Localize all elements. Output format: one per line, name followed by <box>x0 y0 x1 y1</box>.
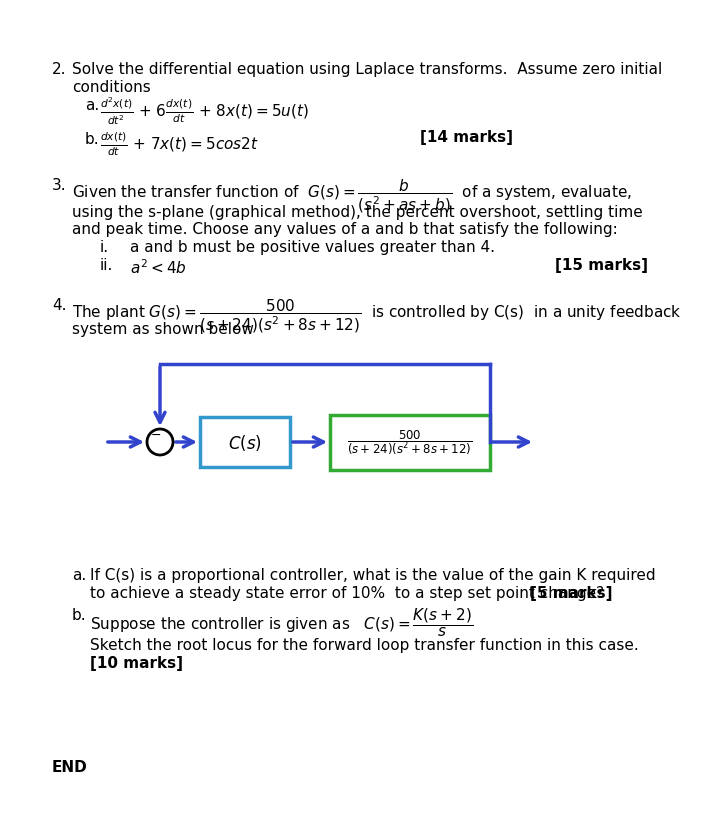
Bar <box>330 415 490 470</box>
Text: Solve the differential equation using Laplace transforms.  Assume zero initial: Solve the differential equation using La… <box>72 62 662 77</box>
Text: $a^2 < 4b$: $a^2 < 4b$ <box>130 258 186 276</box>
Text: Sketch the root locus for the forward loop transfer function in this case.: Sketch the root locus for the forward lo… <box>90 637 639 652</box>
Text: −: − <box>151 428 161 441</box>
Text: [10 marks]: [10 marks] <box>90 655 183 670</box>
Text: $\dfrac{500}{(s+24)(s^2+8s+12)}$: $\dfrac{500}{(s+24)(s^2+8s+12)}$ <box>347 428 473 457</box>
Text: 2.: 2. <box>52 62 66 77</box>
Text: [15 marks]: [15 marks] <box>555 258 648 273</box>
Text: 4.: 4. <box>52 297 66 313</box>
Text: The plant $G(s) = \dfrac{500}{(s+24)(s^2+8s+12)}$  is controlled by C(s)  in a u: The plant $G(s) = \dfrac{500}{(s+24)(s^2… <box>72 297 682 335</box>
Text: i.: i. <box>100 240 109 255</box>
Text: b.: b. <box>85 132 99 147</box>
Text: a.: a. <box>72 568 86 582</box>
Text: If C(s) is a proportional controller, what is the value of the gain K required: If C(s) is a proportional controller, wh… <box>90 568 656 582</box>
Bar <box>200 418 290 468</box>
Text: END: END <box>52 759 88 774</box>
Text: system as shown below: system as shown below <box>72 322 254 337</box>
Text: [14 marks]: [14 marks] <box>420 130 513 145</box>
Text: and peak time. Choose any values of a and b that satisfy the following:: and peak time. Choose any values of a an… <box>72 222 618 237</box>
Text: 3.: 3. <box>52 178 67 192</box>
Text: to achieve a steady state error of 10%  to a step set point change?: to achieve a steady state error of 10% t… <box>90 586 604 600</box>
Text: conditions: conditions <box>72 80 150 95</box>
Text: Suppose the controller is given as   $C(s) = \dfrac{K(s+2)}{s}$: Suppose the controller is given as $C(s)… <box>90 605 473 638</box>
Text: [5 marks]: [5 marks] <box>530 586 613 600</box>
Text: a.: a. <box>85 98 99 113</box>
Text: $\frac{dx(t)}{dt}$ $+ \ 7x(t) = 5cos2t$: $\frac{dx(t)}{dt}$ $+ \ 7x(t) = 5cos2t$ <box>100 130 259 157</box>
Text: $C(s)$: $C(s)$ <box>228 432 262 452</box>
Text: b.: b. <box>72 607 86 622</box>
Text: using the s-plane (graphical method), the percent overshoot, settling time: using the s-plane (graphical method), th… <box>72 205 643 219</box>
Text: a and b must be positive values greater than 4.: a and b must be positive values greater … <box>130 240 495 255</box>
Text: $\frac{d^2x(t)}{dt^2}$ $+ \ 6\frac{dx(t)}{dt}$ $+ \ 8x(t) = 5u(t)$: $\frac{d^2x(t)}{dt^2}$ $+ \ 6\frac{dx(t)… <box>100 96 309 127</box>
Text: ii.: ii. <box>100 258 113 273</box>
Text: Given the transfer function of  $G(s) = \dfrac{b}{(s^2+as+b)}$  of a system, eva: Given the transfer function of $G(s) = \… <box>72 178 632 215</box>
